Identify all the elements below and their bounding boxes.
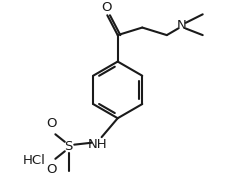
Text: O: O <box>101 1 112 14</box>
Text: S: S <box>64 140 73 153</box>
Text: O: O <box>46 117 57 130</box>
Text: N: N <box>177 19 187 32</box>
Text: O: O <box>46 163 57 176</box>
Text: HCl: HCl <box>23 154 46 167</box>
Text: NH: NH <box>88 138 108 151</box>
